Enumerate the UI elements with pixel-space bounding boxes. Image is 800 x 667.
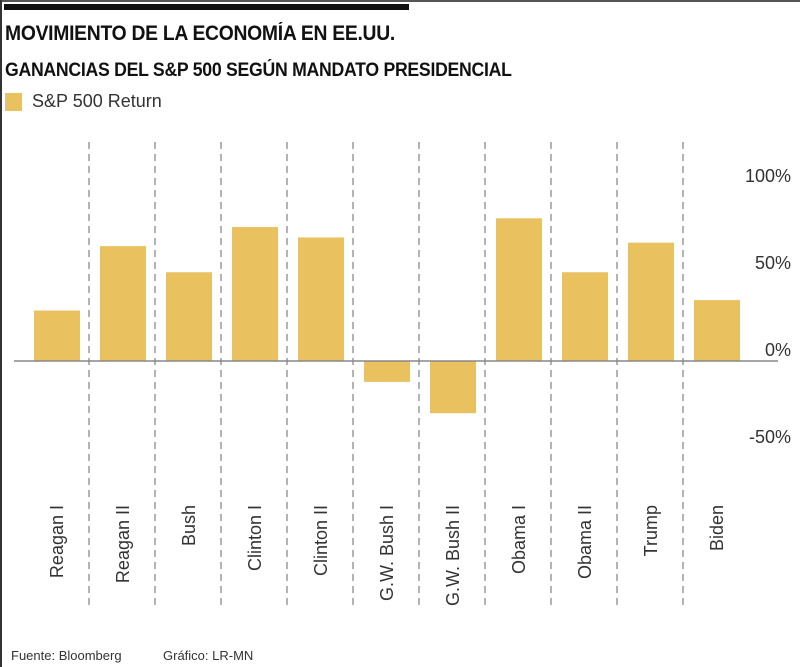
source-note: Fuente: Bloomberg: [11, 648, 122, 663]
bar-reagan-ii: [100, 246, 146, 361]
category-label: G.W. Bush I: [377, 505, 397, 601]
y-tick-label: 50%: [755, 253, 791, 273]
y-axis-tick-labels: 100% 50% 0% -50%: [745, 166, 791, 447]
title-rule: [4, 4, 409, 10]
category-label: Obama I: [509, 505, 529, 574]
legend: S&P 500 Return: [5, 91, 162, 112]
chart-title: MOVIMIENTO DE LA ECONOMÍA EN EE.UU.: [5, 22, 396, 45]
y-tick-label: 0%: [765, 340, 791, 360]
y-tick-label: -50%: [749, 427, 791, 447]
bar-clinton-ii: [298, 237, 344, 361]
bar-obama-i: [496, 218, 542, 361]
category-label: Biden: [707, 505, 727, 551]
credit-note: Gráfico: LR-MN: [163, 648, 254, 663]
category-label: Bush: [179, 505, 199, 546]
category-label: Reagan II: [113, 505, 133, 583]
category-labels: Reagan I Reagan II Bush Clinton I Clinton II…: [47, 505, 727, 606]
bar-biden: [694, 300, 740, 361]
bar-g-w-bush-i: [364, 361, 410, 382]
bar-reagan-i: [34, 310, 80, 361]
bar-obama-ii: [562, 272, 608, 361]
category-label: Clinton II: [311, 505, 331, 576]
bars: [34, 218, 740, 414]
column-dividers: [88, 142, 684, 608]
chart-subtitle: GANANCIAS DEL S&P 500 SEGÚN MANDATO PRES…: [5, 60, 512, 81]
legend-label: S&P 500 Return: [32, 91, 162, 111]
category-label: Reagan I: [47, 505, 67, 578]
bar-bush: [166, 272, 212, 361]
category-label: Trump: [641, 505, 661, 556]
y-tick-label: 100%: [745, 166, 791, 186]
legend-swatch: [5, 92, 22, 111]
bar-g-w-bush-ii: [430, 361, 476, 414]
frame-left-border: [0, 0, 2, 667]
bar-trump: [628, 242, 674, 361]
category-label: Clinton I: [245, 505, 265, 571]
category-label: Obama II: [575, 505, 595, 579]
category-label: G.W. Bush II: [443, 505, 463, 606]
bar-clinton-i: [232, 227, 278, 361]
frame-top-border: [0, 0, 800, 2]
